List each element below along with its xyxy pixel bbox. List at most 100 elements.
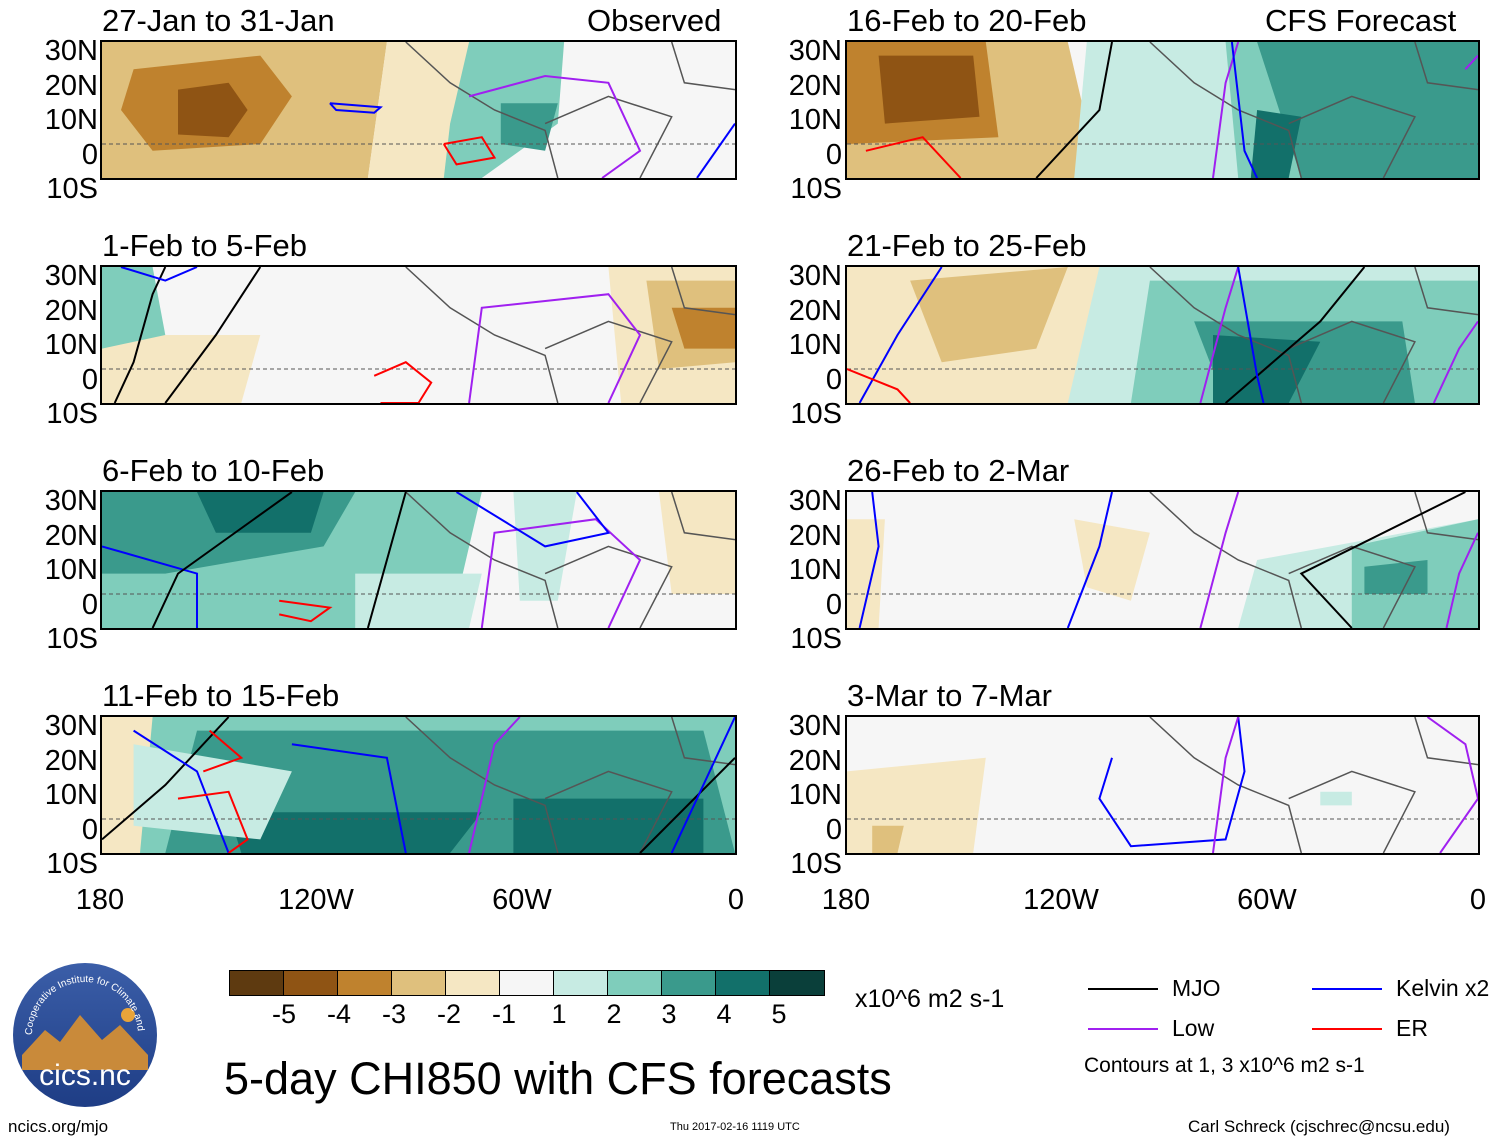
panel-title: 1-Feb to 5-Feb xyxy=(102,228,308,263)
footer-url[interactable]: ncics.org/mjo xyxy=(8,1117,109,1136)
contour-mjo xyxy=(366,492,407,628)
contour-low xyxy=(468,717,521,853)
coastline xyxy=(405,492,559,628)
contour-er xyxy=(202,729,244,773)
contour-er xyxy=(442,136,497,166)
anomaly-shading xyxy=(659,492,735,594)
panel-title: 6-Feb to 10-Feb xyxy=(102,453,325,488)
cics-logo: Cooperative Institute for Climate and Sa… xyxy=(10,960,157,1107)
anomaly-shading xyxy=(671,307,735,349)
anomaly-shading xyxy=(102,267,166,349)
panel-title: 16-Feb to 20-Feb xyxy=(847,3,1087,38)
legend-line xyxy=(1312,1028,1382,1030)
legend-label: MJO xyxy=(1172,975,1221,1001)
coastline xyxy=(405,717,559,853)
lat-label: 10N xyxy=(44,104,98,136)
lat-label: 10S xyxy=(790,623,842,655)
colorbar-tick: 4 xyxy=(716,999,732,1029)
lat-label: 20N xyxy=(44,69,98,102)
lat-label: 0 xyxy=(81,138,98,171)
panel-title: 26-Feb to 2-Mar xyxy=(847,453,1070,488)
colorbar-cell xyxy=(716,971,770,995)
coastline xyxy=(405,42,559,178)
anomaly-shading xyxy=(1213,335,1321,403)
lat-label: 30N xyxy=(44,35,98,67)
anomaly-shading xyxy=(1320,791,1352,806)
anomaly-shading xyxy=(878,55,980,124)
contour-mjo xyxy=(639,757,735,853)
anomaly-shading xyxy=(178,82,248,138)
contour-kelvin xyxy=(696,123,735,178)
lat-label: 0 xyxy=(825,138,842,171)
anomaly-shading xyxy=(1074,519,1150,601)
lat-label: 0 xyxy=(81,363,98,396)
lat-label: 10N xyxy=(44,779,98,811)
contour-low xyxy=(1432,320,1478,403)
contour-kelvin xyxy=(858,492,880,628)
contour-low xyxy=(468,74,642,178)
contour-low xyxy=(1445,532,1478,628)
legend-label: Low xyxy=(1172,1015,1215,1041)
colorbar-tick: -1 xyxy=(491,999,517,1029)
contour-low xyxy=(1199,267,1240,403)
colorbar-tick: 2 xyxy=(606,999,622,1029)
lon-label-right-0: 0 xyxy=(1469,884,1487,916)
map-panel xyxy=(100,490,737,630)
contour-mjo xyxy=(102,717,230,841)
contour-mjo xyxy=(1299,492,1466,628)
colorbar-cell xyxy=(662,971,716,995)
contour-kelvin xyxy=(133,729,230,853)
map-svg xyxy=(102,492,735,628)
colorbar-cell xyxy=(392,971,446,995)
coastline xyxy=(1149,267,1303,403)
map-panel xyxy=(845,490,1480,630)
contour-mjo xyxy=(1035,42,1113,178)
legend-line xyxy=(1312,988,1382,990)
lat-label: 20N xyxy=(44,294,98,327)
lon-label-left-120w: 120W xyxy=(278,884,354,916)
anomaly-shading xyxy=(1364,560,1428,594)
coastline xyxy=(1414,492,1478,541)
lat-label: 10N xyxy=(788,554,842,586)
colorbar-cell xyxy=(554,971,608,995)
footer-timestamp: Thu 2017-02-16 1119 UTC xyxy=(670,1121,800,1133)
map-svg xyxy=(847,42,1478,178)
map-svg xyxy=(102,42,735,178)
lat-label: 0 xyxy=(825,588,842,621)
lat-label: 30N xyxy=(788,485,842,517)
lat-label: 10N xyxy=(788,779,842,811)
panel-title: 3-Mar to 7-Mar xyxy=(847,678,1052,713)
legend-label: Kelvin x2 xyxy=(1396,975,1490,1001)
anomaly-shading xyxy=(355,573,482,628)
coastline xyxy=(1149,717,1303,853)
units-label: x10^6 m2 s-1 xyxy=(855,985,1005,1013)
lat-label: 10S xyxy=(46,623,98,655)
contour-mjo xyxy=(113,267,167,403)
colorbar-cell xyxy=(770,971,824,995)
map-panel xyxy=(100,265,737,405)
coastline xyxy=(1149,42,1303,178)
map-svg xyxy=(102,267,735,403)
anomaly-shading xyxy=(197,492,324,533)
map-svg xyxy=(102,717,735,853)
anomaly-shading xyxy=(133,744,292,840)
lon-label-left-60w: 60W xyxy=(492,884,552,916)
coastline xyxy=(1288,770,1416,853)
map-svg xyxy=(847,492,1478,628)
lat-label: 30N xyxy=(788,710,842,742)
panel-title: 27-Jan to 31-Jan xyxy=(102,3,335,38)
panel-tag: Observed xyxy=(587,3,722,38)
colorbar-tick: -2 xyxy=(436,999,462,1029)
lat-label: 10S xyxy=(46,848,98,880)
lat-label: 0 xyxy=(825,813,842,846)
coastline xyxy=(405,267,559,403)
lat-label: 10S xyxy=(790,398,842,430)
panel-tag: CFS Forecast xyxy=(1265,3,1457,38)
coastline xyxy=(1288,320,1416,403)
lat-label: 10S xyxy=(790,173,842,205)
anomaly-shading xyxy=(500,103,558,151)
colorbar-cell xyxy=(446,971,500,995)
lat-label: 10N xyxy=(788,104,842,136)
lat-label: 0 xyxy=(825,363,842,396)
contour-low xyxy=(1199,492,1240,628)
